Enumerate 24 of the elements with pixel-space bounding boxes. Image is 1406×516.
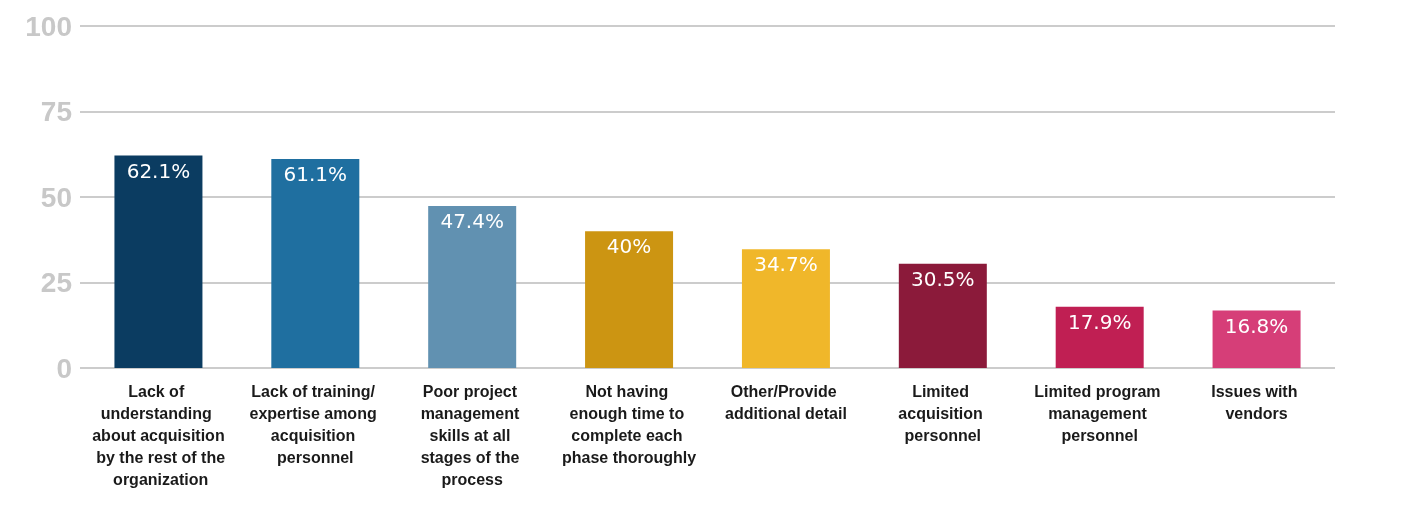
data-label: 16.8% xyxy=(1224,313,1289,338)
data-label: 34.7% xyxy=(754,252,818,277)
data-label: 62.1% xyxy=(126,158,191,183)
data-label: 61.1% xyxy=(283,162,348,187)
x-tick-label: Lack of understanding about acquisition by the rest of the organization xyxy=(91,382,226,488)
bar xyxy=(741,249,830,368)
bar xyxy=(898,263,987,368)
data-label: 17.9% xyxy=(1067,309,1132,334)
x-tick-label: Lack of training/ expertise among acquisition personnel xyxy=(249,382,382,466)
x-tick-label: Limited program management personnel xyxy=(1034,382,1166,444)
x-tick-label: Other/Provide additional detail xyxy=(725,382,847,422)
x-tick-label: Issues with vendors xyxy=(1211,382,1302,422)
bar xyxy=(585,231,674,368)
bar xyxy=(1212,310,1301,368)
x-tick-label: Limited acquisition personnel xyxy=(898,382,988,444)
x-tick-label: Poor project management skills at all stages of the process xyxy=(420,382,524,488)
bar xyxy=(114,155,203,368)
data-label: 47.4% xyxy=(440,208,504,233)
data-label: 40% xyxy=(606,234,652,259)
data-label: 30.5% xyxy=(911,266,975,291)
bar xyxy=(428,205,517,368)
bar xyxy=(271,159,360,368)
bar xyxy=(1055,306,1144,368)
x-tick-label: Not having enough time to complete each phase thoroughly xyxy=(561,382,697,466)
